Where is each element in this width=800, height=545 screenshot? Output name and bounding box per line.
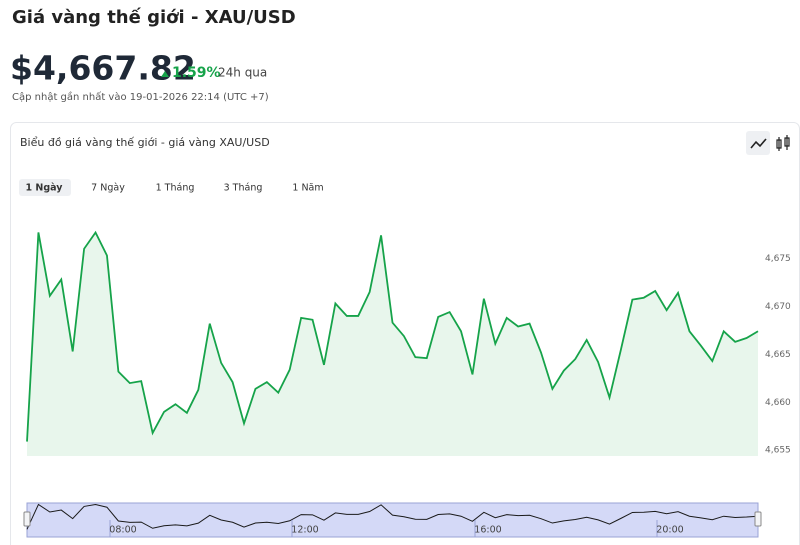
- plot: 4,655 4,660 4,665 4,670 4,675: [26, 230, 791, 456]
- y-tick-label: 4,660: [765, 398, 791, 408]
- y-tick-label: 4,655: [765, 446, 791, 456]
- up-arrow: [161, 71, 169, 77]
- tab[interactable]: 1 Tháng: [156, 183, 195, 194]
- change-period: 24h qua: [218, 66, 267, 80]
- navigator-handle[interactable]: [23, 511, 31, 527]
- page-title: Giá vàng thế giới - XAU/USD: [12, 7, 296, 28]
- change: 1.59%: [172, 65, 221, 81]
- navigator-handle[interactable]: [754, 511, 762, 527]
- navigator-label: 08:00: [109, 525, 136, 536]
- line-icon: [750, 138, 767, 149]
- updated: Cập nhật gần nhất vào 19-01-2026 22:14 (…: [12, 91, 269, 103]
- card-title: Biểu đồ giá vàng thế giới - giá vàng XAU…: [20, 136, 270, 149]
- navigator: 08:00 12:00 16:00 20:00: [23, 502, 762, 538]
- navigator-line: [26, 503, 759, 530]
- price-line: [26, 230, 759, 442]
- navigator-label: 20:00: [656, 525, 683, 536]
- navigator-label: 12:00: [291, 525, 318, 536]
- y-tick-label: 4,670: [765, 302, 791, 312]
- y-tick-label: 4,665: [765, 350, 791, 360]
- tab[interactable]: 1 Ngày: [26, 183, 64, 194]
- tab[interactable]: 1 Năm: [292, 183, 323, 194]
- area-fill: [27, 232, 758, 456]
- tab[interactable]: 7 Ngày: [91, 183, 125, 194]
- navigator-label: 16:00: [474, 525, 501, 536]
- price: $4,667.82: [10, 49, 196, 88]
- tab[interactable]: 3 Tháng: [224, 183, 263, 194]
- y-tick-label: 4,675: [765, 254, 791, 264]
- tabs: 1 Ngày 7 Ngày 1 Tháng 3 Tháng 1 Năm: [19, 179, 324, 196]
- tab-active-bg: [19, 179, 71, 196]
- candle-mode-button[interactable]: [776, 135, 790, 151]
